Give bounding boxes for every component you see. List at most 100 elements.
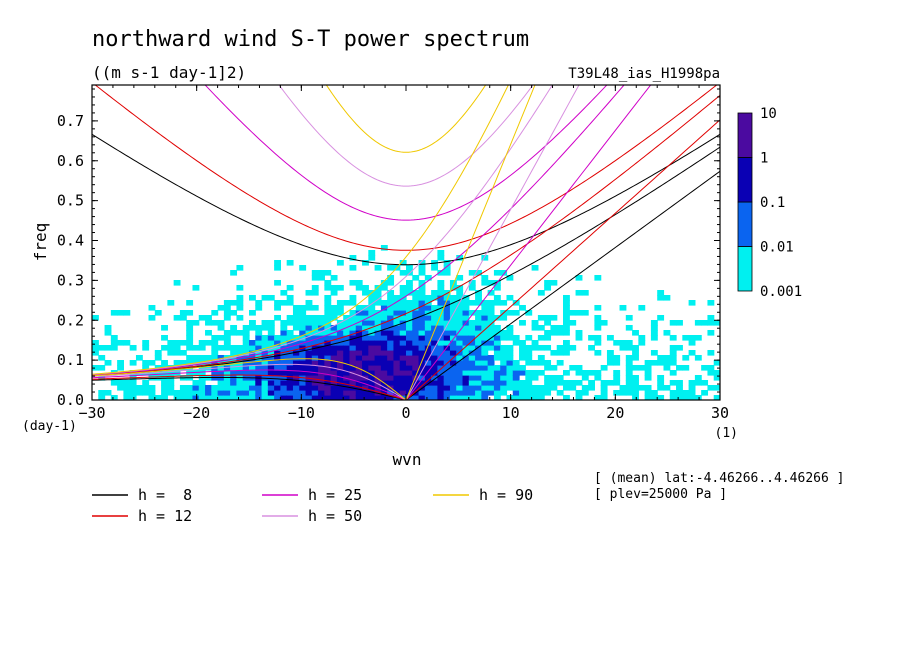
field-cell bbox=[230, 270, 238, 276]
field-cell bbox=[305, 290, 313, 296]
field-cell bbox=[349, 280, 357, 286]
field-cell bbox=[324, 345, 332, 351]
field-cell bbox=[456, 315, 464, 321]
field-cell bbox=[550, 385, 558, 391]
field-cell bbox=[380, 300, 388, 306]
field-cell bbox=[211, 310, 219, 316]
field-cell bbox=[707, 370, 715, 376]
field-cell bbox=[487, 365, 495, 371]
field-cell bbox=[311, 335, 319, 341]
field-cell bbox=[148, 385, 156, 391]
field-cell bbox=[368, 255, 376, 261]
field-cell bbox=[575, 365, 583, 371]
field-cell bbox=[456, 285, 464, 291]
field-cell bbox=[267, 395, 275, 400]
field-cell bbox=[292, 390, 300, 396]
field-cell bbox=[531, 265, 539, 271]
field-cell bbox=[531, 375, 539, 381]
field-cell bbox=[330, 385, 338, 391]
field-cell bbox=[443, 325, 451, 331]
field-cell bbox=[418, 290, 426, 296]
dispersion-curve bbox=[92, 358, 407, 400]
field-cell bbox=[274, 355, 281, 361]
field-cell bbox=[362, 350, 369, 356]
field-cell bbox=[299, 395, 307, 400]
field-cell bbox=[223, 365, 231, 371]
field-cell bbox=[255, 305, 263, 311]
field-cell bbox=[406, 355, 413, 361]
field-cell bbox=[644, 370, 652, 376]
field-cell bbox=[431, 265, 438, 271]
field-cell bbox=[280, 330, 288, 336]
field-cell bbox=[412, 340, 420, 346]
field-cell bbox=[412, 295, 420, 301]
field-cell bbox=[355, 280, 363, 286]
field-cell bbox=[380, 360, 388, 366]
field-cell bbox=[594, 370, 602, 376]
field-cell bbox=[418, 280, 426, 286]
field-cell bbox=[223, 390, 231, 396]
field-cell bbox=[493, 365, 501, 371]
field-cell bbox=[355, 350, 363, 356]
field-cell bbox=[161, 370, 168, 376]
x-unit-label: (1) bbox=[715, 426, 738, 441]
field-cell bbox=[167, 350, 175, 356]
field-cell bbox=[544, 385, 552, 391]
field-cell bbox=[104, 325, 112, 331]
field-cell bbox=[380, 340, 388, 346]
field-cell bbox=[443, 305, 451, 311]
field-cell bbox=[519, 370, 526, 376]
field-cell bbox=[462, 325, 470, 331]
field-cell bbox=[437, 360, 445, 366]
field-cell bbox=[393, 305, 401, 311]
field-cell bbox=[324, 305, 332, 311]
field-cell bbox=[412, 320, 420, 326]
field-cell bbox=[117, 365, 124, 371]
y-tick-label: 0.4 bbox=[57, 232, 84, 250]
field-cell bbox=[676, 390, 683, 396]
field-cell bbox=[330, 375, 338, 381]
field-cell bbox=[487, 315, 495, 321]
field-cell bbox=[161, 395, 168, 400]
field-cell bbox=[280, 300, 288, 306]
field-cell bbox=[267, 350, 275, 356]
field-cell bbox=[399, 285, 407, 291]
field-cell bbox=[330, 370, 338, 376]
field-cell bbox=[456, 330, 464, 336]
field-cell bbox=[531, 390, 539, 396]
field-cell bbox=[399, 315, 407, 321]
field-cell bbox=[236, 350, 244, 356]
field-cell bbox=[399, 260, 407, 266]
field-cell bbox=[493, 340, 501, 346]
field-cell bbox=[644, 390, 652, 396]
field-cell bbox=[255, 345, 263, 351]
field-cell bbox=[186, 330, 194, 336]
field-cell bbox=[336, 390, 344, 396]
field-cell bbox=[167, 390, 175, 396]
field-cell bbox=[387, 370, 395, 376]
field-cell bbox=[255, 355, 263, 361]
field-cell bbox=[449, 390, 457, 396]
colorbar-label: 1 bbox=[760, 151, 768, 167]
field-cell bbox=[349, 265, 357, 271]
field-cell bbox=[399, 375, 407, 381]
field-cell bbox=[688, 340, 696, 346]
field-cell bbox=[318, 390, 325, 396]
field-cell bbox=[544, 360, 552, 366]
field-cell bbox=[525, 370, 533, 376]
field-cell bbox=[644, 360, 652, 366]
field-cell bbox=[606, 360, 614, 366]
field-cell bbox=[148, 375, 156, 381]
field-cell bbox=[110, 345, 118, 351]
field-cell bbox=[506, 385, 514, 391]
field-cell bbox=[286, 335, 294, 341]
field-cell bbox=[424, 345, 432, 351]
field-cell bbox=[462, 350, 470, 356]
field-cell bbox=[443, 355, 451, 361]
field-cell bbox=[148, 395, 156, 400]
field-cell bbox=[669, 345, 677, 351]
field-cell bbox=[418, 310, 426, 316]
field-cell bbox=[424, 380, 432, 386]
field-cell bbox=[324, 390, 332, 396]
field-cell bbox=[286, 345, 294, 351]
